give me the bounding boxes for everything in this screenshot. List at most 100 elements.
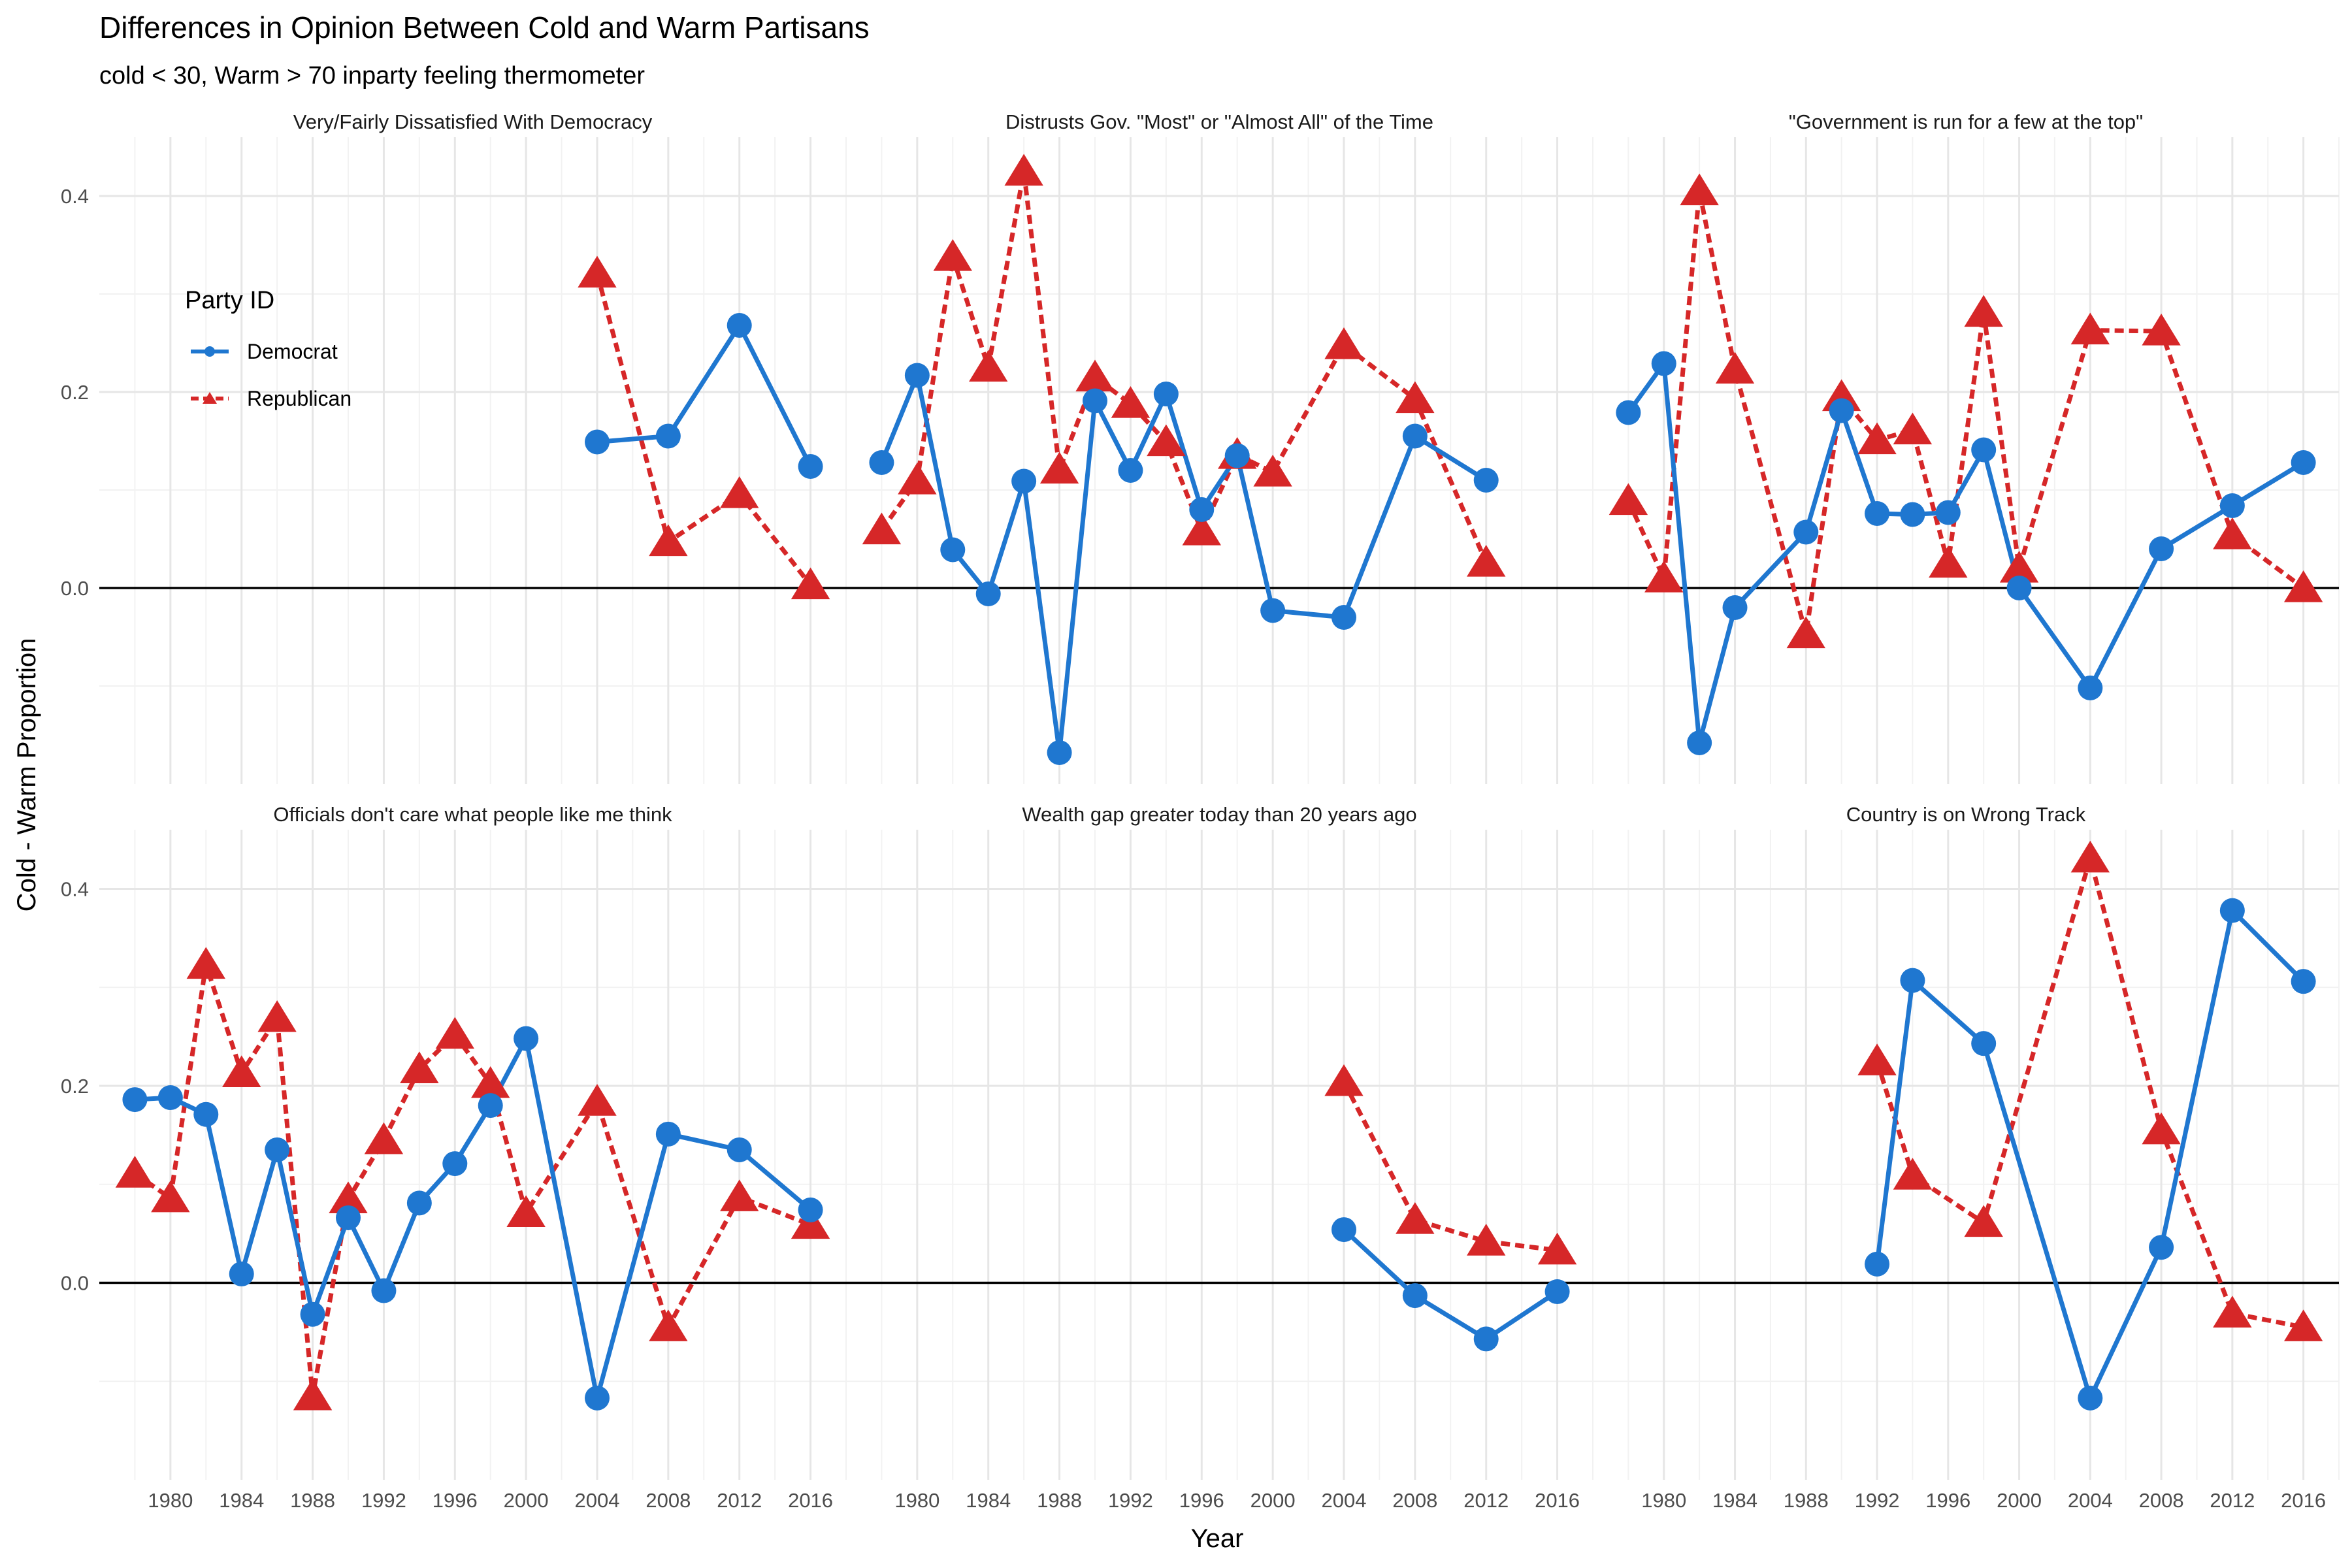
point-democrat: [1722, 595, 1748, 620]
x-tick-label: 2016: [788, 1489, 833, 1512]
point-democrat: [975, 581, 1001, 606]
point-democrat: [869, 450, 894, 475]
point-republican: [1537, 1232, 1577, 1265]
point-republican: [578, 255, 617, 288]
series-line-democrat: [135, 1036, 812, 1401]
point-republican: [1893, 412, 1933, 445]
point-democrat: [1900, 968, 1925, 993]
x-tick-label: 2012: [2210, 1489, 2255, 1512]
point-democrat: [1402, 1283, 1428, 1309]
point-democrat: [798, 1197, 823, 1222]
panel-title: Country is on Wrong Track: [1846, 803, 2086, 826]
x-tick-label: 2004: [1322, 1489, 1367, 1512]
point-republican: [2070, 840, 2110, 873]
x-tick-label: 1992: [361, 1489, 406, 1512]
point-republican: [578, 1084, 617, 1116]
point-republican: [791, 567, 830, 600]
point-republican: [471, 1066, 510, 1098]
point-republican: [649, 524, 688, 557]
point-republican: [186, 947, 225, 979]
point-democrat: [1224, 443, 1250, 468]
point-republican: [1786, 616, 1825, 649]
point-democrat: [727, 1137, 752, 1162]
point-democrat: [1153, 382, 1179, 406]
point-democrat: [904, 363, 930, 388]
point-democrat: [442, 1151, 468, 1177]
x-tick-label: 2016: [2281, 1489, 2326, 1512]
x-tick-label: 1992: [1108, 1489, 1153, 1512]
point-democrat: [727, 313, 752, 338]
point-republican: [1999, 551, 2039, 583]
x-tick-label: 2008: [645, 1489, 691, 1512]
point-democrat: [1260, 598, 1286, 623]
panel-title: Very/Fairly Dissatisfied With Democracy: [293, 110, 653, 133]
series-line-republican: [1341, 1081, 1558, 1253]
point-republican: [1182, 514, 1221, 546]
point-democrat: [1971, 1031, 1997, 1056]
point-democrat: [2006, 576, 2032, 600]
point-republican: [2213, 517, 2252, 549]
chart-title: Differences in Opinion Between Cold and …: [99, 10, 870, 44]
panel-2: Distrusts Gov. "Most" or "Almost All" of…: [846, 110, 1593, 784]
panel-4: Officials don't care what people like me…: [61, 803, 847, 1512]
x-tick-label: 1984: [1712, 1489, 1757, 1512]
x-tick-label: 1984: [219, 1489, 264, 1512]
point-republican: [1147, 424, 1186, 457]
x-tick-label: 2000: [1250, 1489, 1296, 1512]
y-axis-label: Cold - Warm Proportion: [12, 638, 41, 912]
point-democrat: [1331, 605, 1356, 630]
point-republican: [1680, 173, 1719, 206]
point-republican: [115, 1156, 155, 1188]
series-line-republican: [133, 962, 811, 1399]
x-tick-label: 1988: [1784, 1489, 1829, 1512]
point-republican: [1396, 1202, 1435, 1234]
y-tick-label: 0.0: [61, 1271, 89, 1294]
point-democrat: [655, 423, 681, 449]
point-republican: [151, 1180, 190, 1213]
point-republican: [1893, 1158, 1933, 1190]
x-tick-label: 1988: [290, 1489, 335, 1512]
point-republican: [898, 463, 937, 495]
point-democrat: [122, 1087, 148, 1113]
point-democrat: [2219, 898, 2245, 923]
point-republican: [1644, 561, 1684, 593]
point-democrat: [1865, 501, 1890, 526]
point-democrat: [1829, 398, 1854, 423]
point-democrat: [478, 1093, 503, 1119]
x-tick-label: 1980: [1641, 1489, 1686, 1512]
point-republican: [720, 1179, 759, 1211]
point-republican: [1004, 154, 1043, 186]
series-line-republican: [1626, 189, 2305, 636]
point-democrat: [229, 1261, 254, 1286]
point-democrat: [2291, 969, 2316, 994]
point-democrat: [300, 1301, 325, 1327]
x-tick-label: 1980: [894, 1489, 939, 1512]
point-republican: [400, 1051, 439, 1083]
point-republican: [257, 1000, 297, 1032]
point-democrat: [371, 1278, 397, 1303]
y-tick-label: 0.4: [61, 185, 89, 208]
panel-3: "Government is run for a few at the top": [1593, 110, 2340, 784]
point-democrat: [1900, 502, 1925, 527]
y-tick-label: 0.4: [61, 877, 89, 900]
x-tick-label: 1980: [148, 1489, 193, 1512]
panel-title: Officials don't care what people like me…: [273, 803, 672, 826]
series-line-democrat: [879, 373, 1488, 755]
x-tick-label: 2012: [717, 1489, 762, 1512]
point-democrat: [1402, 423, 1428, 449]
point-republican: [1253, 455, 1292, 487]
point-democrat: [2078, 676, 2103, 700]
point-republican: [364, 1122, 404, 1154]
point-democrat: [2149, 536, 2174, 561]
series-line-republican: [879, 169, 1488, 564]
panel-1: Very/Fairly Dissatisfied With Democracy 0…: [61, 110, 847, 784]
point-democrat: [336, 1205, 361, 1230]
point-democrat: [655, 1121, 681, 1147]
point-democrat: [1616, 400, 1641, 425]
x-tick-label: 1996: [1179, 1489, 1224, 1512]
point-democrat: [940, 537, 966, 563]
x-tick-label: 2008: [1392, 1489, 1437, 1512]
legend-title: Party ID: [185, 287, 274, 314]
chart-subtitle: cold < 30, Warm > 70 inparty feeling the…: [99, 62, 645, 90]
legend-label-democrat: Democrat: [247, 340, 338, 363]
